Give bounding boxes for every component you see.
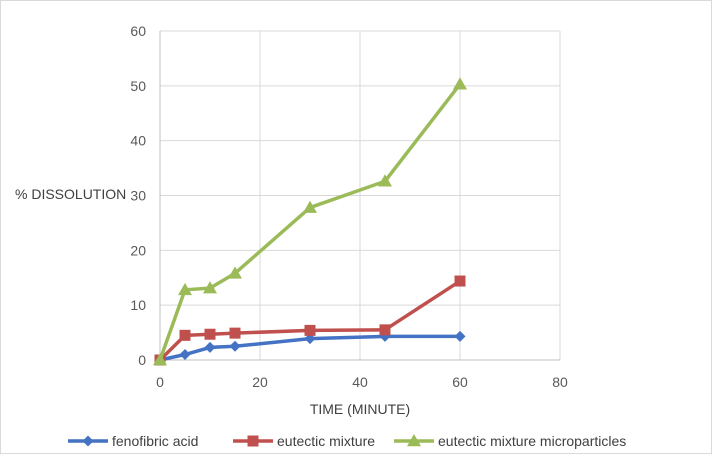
legend-label: eutectic mixture [277,433,375,449]
y-tick-label: 60 [130,23,146,39]
data-point [179,329,191,341]
series-3 [153,77,467,366]
data-point [228,266,242,279]
y-tick-label: 50 [130,78,146,94]
data-point [179,349,191,361]
y-axis-title: % DISSOLUTION [15,186,126,202]
data-point [454,330,466,342]
y-tick-label: 10 [130,297,146,313]
x-axis-title: TIME (MINUTE) [310,401,410,417]
data-point [153,353,167,366]
data-point [178,282,192,296]
y-tick-label: 0 [138,352,146,368]
data-point [204,328,216,340]
data-point [453,77,467,90]
legend-label: fenofibric acid [112,433,198,449]
legend-swatch-marker [82,435,94,447]
legend: fenofibric acid eutectic mixture eutectic … [68,433,626,449]
data-point [304,324,316,336]
data-point [204,341,216,353]
legend-swatch-marker [407,434,421,447]
series-1 [154,330,466,366]
x-tick-label: 20 [252,374,268,390]
data-point [229,340,241,352]
y-tick-label: 40 [130,133,146,149]
series-layer [153,77,467,366]
data-point [229,327,241,339]
data-point [454,275,466,287]
x-tick-label: 80 [552,374,568,390]
x-tick-label: 60 [452,374,468,390]
axes [159,31,560,361]
y-tick-label: 30 [130,188,146,204]
legend-label: eutectic mixture microparticles [438,433,626,449]
legend-item: fenofibric acid [68,433,198,449]
data-point [303,200,317,213]
data-point [203,281,217,294]
x-tick-label: 40 [352,374,368,390]
legend-item: eutectic mixture microparticles [394,433,626,449]
tick-labels: 0 10 20 30 40 50 60 0 20 40 60 80 [130,23,568,390]
legend-swatch-marker [247,435,259,447]
y-tick-label: 20 [130,242,146,258]
data-point [378,174,392,187]
x-tick-label: 0 [156,374,164,390]
data-point [379,324,391,336]
legend-item: eutectic mixture [233,433,375,449]
